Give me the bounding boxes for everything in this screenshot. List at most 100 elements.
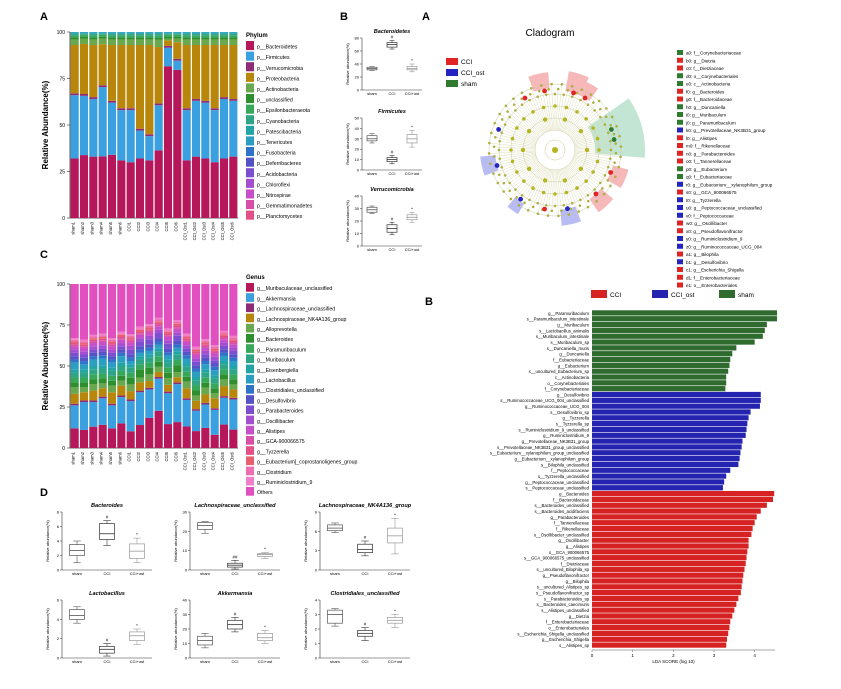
bar-segment-g__Bacteroides (117, 375, 126, 381)
y-axis-label: Relative abundance(%) (345, 43, 350, 85)
bar-segment-p__Firmicutes (98, 87, 107, 157)
bar-segment-g__Lachnospiraceae_NK4A136_group (79, 392, 89, 401)
bar-segment-g__Alloprevotella (117, 380, 126, 386)
cladogram-node (503, 123, 507, 126)
bar-segment-g__Lachnospiraceae_NK4A136_group (219, 386, 229, 397)
taxa-key-swatch (677, 189, 683, 195)
cladogram-node (502, 181, 506, 185)
y-tick-label: 4 (315, 598, 318, 603)
bar-segment-g__Clostridiales_unclassified (117, 352, 126, 357)
bar-segment-g__Lactobacillus (182, 358, 191, 364)
lda-category-label: f__Rikenellaceae (556, 526, 590, 531)
bar-segment-p__Patescibacteria (117, 32, 126, 34)
cladogram-node (586, 194, 590, 197)
cladogram-branch (562, 168, 580, 206)
cladogram-node (577, 210, 580, 213)
bar-segment-g__GCA-900066575 (154, 324, 163, 327)
bar-segment-g__Alloprevotella (135, 377, 145, 383)
bar-segment-g__Muribaculaceae_unclassified (229, 429, 238, 448)
bar-segment-g__Parabacteroides (79, 354, 89, 358)
bar-segment-g__Clostridiales_unclassified (154, 341, 163, 345)
bar-segment-p__Verrucomicrobia (98, 85, 107, 88)
cladogram-branch (568, 164, 596, 196)
bar-segment-g__Clostridiales_unclassified (145, 347, 154, 351)
cladogram-node (569, 207, 573, 211)
bar-segment-p__Cyanobacteria (117, 33, 126, 36)
cladogram-branch (539, 91, 551, 131)
lda-bar (592, 391, 761, 398)
bar-segment-p__Patescibacteria (135, 32, 145, 34)
taxa-key-swatch (677, 212, 683, 218)
bar-segment-g__Oscillibacter (182, 345, 191, 349)
bar-segment-g__Tyzzerella (173, 325, 182, 328)
bar-segment-p__Epsilonbacteraeota (229, 35, 238, 38)
legend-label: p__Planctomycetes (257, 214, 303, 220)
cladogram-node (612, 132, 616, 136)
bar-segment-p__Tenericutes (173, 32, 182, 33)
cladogram-branch (513, 98, 543, 135)
x-tick-label: sham2 (80, 451, 85, 464)
cladogram-branch (563, 167, 581, 200)
y-tick-label: 100 (57, 282, 66, 288)
lda-category-label: s__uncultured_Alistipes_sp (537, 585, 590, 590)
cladogram-branch (572, 124, 605, 142)
bar-segment-g__GCA-900066575 (98, 340, 107, 342)
bar-segment-g__Lachnospiraceae_unclassified (229, 397, 238, 400)
bar-segment-p__Epsilonbacteraeota (219, 35, 229, 38)
cladogram-node (618, 134, 621, 138)
lda-category-label: s__Muribaculum_sp (551, 340, 590, 345)
lda-category-label: s__Bacteroides_unclassified (535, 503, 590, 508)
cladogram-branch (573, 157, 616, 178)
bar-segment-p__unclassified (145, 37, 154, 40)
bar-segment-p__Proteobacteria (70, 45, 79, 94)
bar-segment-g__Parabacteroides (173, 335, 182, 341)
lda-legend-swatch (652, 290, 668, 298)
lda-category-label: s__Lactobacillus_animalis (539, 328, 589, 333)
lda-bar (592, 479, 725, 485)
bar-segment-g__Tyzzerella (126, 339, 135, 341)
cladogram-branch (503, 160, 539, 184)
lda-legend-label: CCI (610, 292, 621, 299)
x-tick-label: CCI6 (173, 451, 178, 461)
bar-segment-p__Bacteroidetes (135, 158, 145, 218)
bar-segment-g__Lachnospiraceae_NK4A136_group (182, 388, 191, 399)
lda-category-label: g__Peptococcaceae_unclassified (525, 480, 589, 485)
bar-segment-g__Tyzzerella (107, 343, 117, 345)
taxa-key-swatch (677, 220, 683, 226)
lda-bar (592, 473, 727, 479)
bar-segment-g__Bacteroides (210, 388, 219, 394)
legend-label: g__Eisenbergiella (257, 368, 298, 374)
x-tick-label: CCI+ost (258, 659, 273, 664)
cladogram-branch (571, 160, 611, 187)
x-tick-label: CCI3 (145, 221, 150, 231)
cladogram-node (542, 178, 548, 183)
bar-segment-Others (201, 284, 210, 340)
bar-segment-g__Alistipes (70, 346, 79, 350)
lda-category-label: s__Bacteroides_acidifaciens (535, 509, 589, 514)
lda-bar (592, 409, 751, 415)
bar-segment-g__Alloprevotella (210, 393, 219, 399)
bar-segment-p__Bacteroidetes (117, 160, 126, 218)
cladogram-branch (518, 166, 545, 206)
cladogram-node (601, 187, 604, 190)
significance-mark: * (411, 58, 413, 63)
bar-segment-Others (126, 284, 135, 335)
cladogram-node (599, 181, 602, 185)
bar-segment-g__Parabacteroides (201, 354, 210, 358)
taxa-key-swatch (677, 73, 683, 79)
taxa-key-swatch (677, 243, 683, 249)
bar-segment-p__unclassified (182, 37, 191, 40)
x-tick-label: CCI (389, 247, 396, 252)
cladogram-node (509, 197, 513, 201)
bar-segment-g__Alloprevotella (126, 384, 135, 392)
cladogram-branch (555, 89, 559, 131)
bar-segment-g__Ruminiclostridium_9 (107, 338, 117, 340)
bar-segment-g__Lactobacillus (191, 371, 201, 377)
bar-segment-g__Lactobacillus (173, 347, 182, 352)
bar-segment-g__Lactobacillus (79, 364, 89, 370)
bar-segment-Others (98, 284, 107, 334)
y-tick-label: 20 (183, 529, 188, 534)
legend-swatch (246, 456, 254, 466)
legend-label: g__Alistipes (257, 429, 285, 435)
bar-segment-p__Cyanobacteria (210, 33, 219, 36)
